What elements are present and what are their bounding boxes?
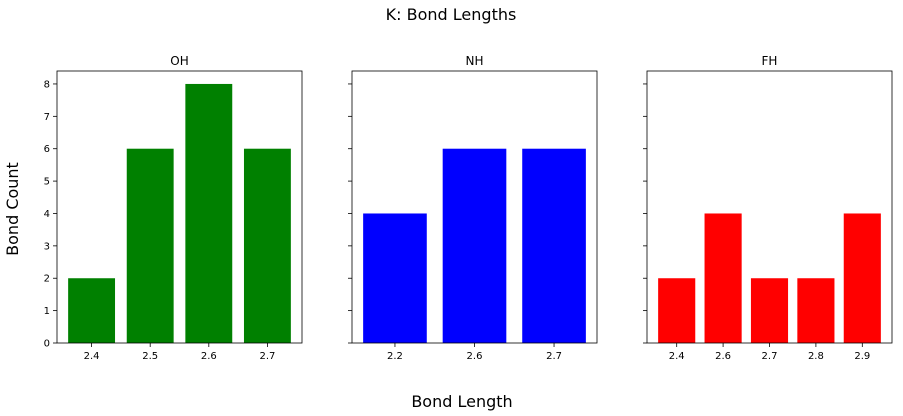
x-tick-label-oh-3: 2.7: [259, 351, 275, 362]
bar-oh-3: [243, 148, 291, 343]
bar-nh-1: [442, 148, 507, 343]
bar-fh-3: [797, 278, 835, 343]
subplot-title-nh: NH: [466, 54, 484, 68]
x-tick-label-oh-1: 2.5: [142, 351, 158, 362]
x-tick-label-fh-4: 2.9: [854, 351, 870, 362]
bar-fh-0: [658, 278, 696, 343]
bar-oh-0: [68, 278, 116, 343]
y-tick-label-8: 8: [44, 79, 50, 90]
y-tick-label-3: 3: [44, 241, 50, 252]
y-tick-label-0: 0: [44, 339, 50, 350]
y-tick-label-7: 7: [44, 112, 50, 123]
y-axis-label: Bond Count: [3, 162, 22, 256]
x-tick-label-nh-1: 2.6: [467, 351, 483, 362]
x-tick-label-nh-0: 2.2: [387, 351, 403, 362]
x-axis-label: Bond Length: [411, 392, 512, 411]
bar-fh-4: [843, 213, 881, 343]
subplot-nh: NH 2.2 2.6 2.7: [348, 54, 598, 362]
bar-oh-2: [185, 83, 233, 343]
subplot-fh: FH 2.4 2.6 2.7 2.8 2.9: [643, 54, 893, 362]
x-tick-label-fh-1: 2.6: [715, 351, 731, 362]
x-tick-label-oh-2: 2.6: [201, 351, 217, 362]
x-tick-label-oh-0: 2.4: [84, 351, 100, 362]
bar-nh-2: [522, 148, 586, 343]
x-tick-label-nh-2: 2.7: [546, 351, 562, 362]
axes-frame-oh: [56, 70, 303, 344]
figure-title: K: Bond Lengths: [386, 5, 517, 24]
x-tick-label-fh-0: 2.4: [669, 351, 685, 362]
y-tick-label-6: 6: [44, 144, 50, 155]
subplot-title-fh: FH: [762, 54, 778, 68]
y-tick-label-5: 5: [44, 177, 50, 188]
bar-fh-2: [750, 278, 789, 343]
bar-oh-1: [126, 148, 174, 343]
x-tick-label-fh-3: 2.8: [808, 351, 824, 362]
subplot-oh: OH 2.4 2.5 2.6 2.7 0 1 2 3 4 5 6 7 8: [44, 54, 303, 362]
bar-fh-1: [704, 213, 742, 343]
y-tick-label-1: 1: [44, 306, 50, 317]
subplot-title-oh: OH: [170, 54, 188, 68]
y-tick-label-2: 2: [44, 274, 50, 285]
bar-nh-0: [363, 213, 427, 343]
y-tick-label-4: 4: [44, 209, 50, 220]
x-tick-label-fh-2: 2.7: [762, 351, 778, 362]
